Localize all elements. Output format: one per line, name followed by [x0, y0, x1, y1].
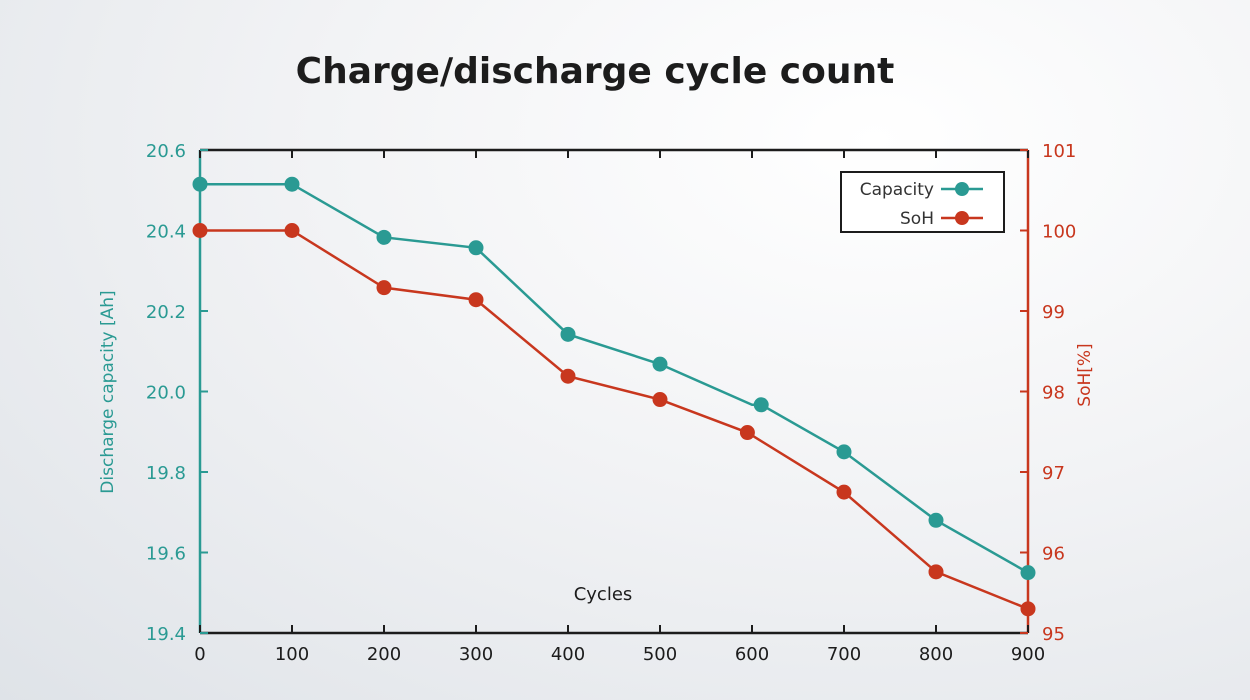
data-point-soh: [468, 292, 484, 308]
data-point-capacity: [192, 176, 208, 192]
data-point-capacity: [928, 512, 944, 528]
data-point-soh: [652, 392, 668, 408]
legend-label-capacity: Capacity: [860, 180, 934, 200]
data-point-soh: [560, 368, 576, 384]
data-point-capacity: [468, 240, 484, 256]
data-point-soh: [1020, 601, 1036, 617]
right-tick-label: 99: [1042, 302, 1065, 323]
x-tick-label: 500: [643, 644, 677, 665]
left-tick-label: 20.6: [146, 141, 186, 162]
left-tick-label: 19.6: [146, 544, 186, 565]
right-tick-label: 100: [1042, 222, 1076, 243]
data-point-soh: [836, 484, 852, 500]
data-point-soh: [192, 223, 208, 238]
series-layer: [192, 176, 1036, 617]
left-tick-label: 20.2: [146, 302, 186, 323]
legend-marker-soh: [955, 211, 969, 225]
x-tick-label: 300: [459, 644, 493, 665]
x-tick-label: 200: [367, 644, 401, 665]
legend-label-soh: SoH: [900, 209, 934, 229]
x-tick-label: 800: [919, 644, 953, 665]
x-tick-label: 900: [1011, 644, 1045, 665]
data-point-capacity: [836, 444, 852, 460]
data-point-capacity: [284, 176, 300, 192]
x-tick-label: 600: [735, 644, 769, 665]
x-axis-label: Cycles: [574, 584, 633, 605]
right-tick-label: 96: [1042, 544, 1065, 565]
data-point-capacity: [652, 356, 668, 372]
series-line-soh: [200, 229, 1029, 611]
chart-title: Charge/discharge cycle count: [296, 51, 895, 92]
data-point-soh: [928, 564, 944, 580]
legend: Capacity SoH: [840, 171, 1005, 233]
x-tick-label: 700: [827, 644, 861, 665]
right-axis-label: SoH[%]: [1075, 343, 1095, 406]
data-point-capacity: [753, 397, 769, 413]
left-tick-label: 20.0: [146, 383, 186, 404]
data-point-soh: [739, 425, 755, 441]
left-tick-label: 19.4: [146, 624, 186, 645]
series-line-capacity: [200, 182, 1029, 574]
left-tick-label: 20.4: [146, 222, 186, 243]
data-point-soh: [284, 223, 300, 238]
data-point-capacity: [560, 326, 576, 342]
right-tick-label: 97: [1042, 463, 1065, 484]
left-tick-label: 19.8: [146, 463, 186, 484]
legend-box: [840, 171, 1005, 233]
data-point-capacity: [1020, 565, 1036, 581]
right-tick-label: 98: [1042, 383, 1065, 404]
data-point-soh: [376, 280, 392, 296]
left-axis-label: Discharge capacity [Ah]: [98, 290, 118, 493]
ticks: 0 100 200 300 400 500 600 700 800 900 19.4 19.6 19.8…: [146, 141, 1076, 665]
data-point-capacity: [376, 229, 392, 245]
x-tick-label: 0: [194, 644, 205, 665]
right-tick-label: 101: [1042, 141, 1076, 162]
right-tick-label: 95: [1042, 624, 1065, 645]
legend-marker-capacity: [955, 182, 969, 196]
x-tick-label: 400: [551, 644, 585, 665]
x-tick-label: 100: [275, 644, 309, 665]
